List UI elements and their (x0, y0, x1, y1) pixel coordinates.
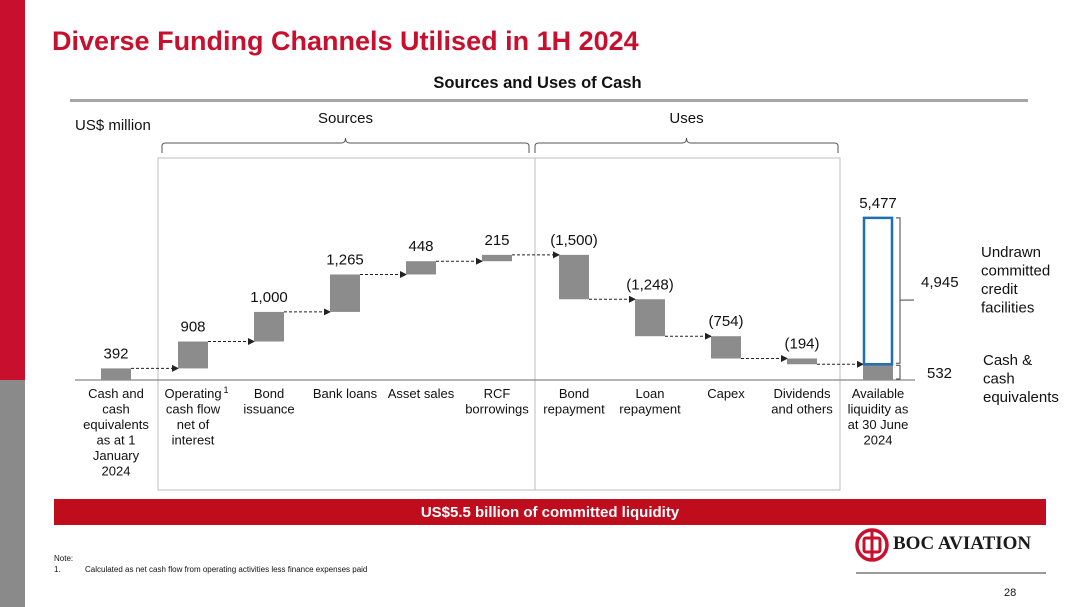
bar-2 (254, 311, 284, 342)
bar-4 (406, 261, 436, 275)
note-text: Calculated as net cash flow from operati… (85, 565, 368, 574)
bar-7 (635, 299, 665, 337)
category-label-final: Available liquidity as at 30 June 2024 (848, 386, 909, 448)
bar-value-label-6: (1,500) (550, 232, 598, 249)
chart-title-rule (70, 99, 1028, 102)
bar-5 (482, 254, 512, 262)
page-title: Diverse Funding Channels Utilised in 1H … (52, 26, 639, 56)
bar-value-label-5: 215 (484, 232, 509, 249)
uses-panel (534, 157, 841, 491)
left-accent-bar-red (0, 0, 25, 380)
undrawn-segment-label: Undrawn committed credit facilities (981, 244, 1050, 317)
cash-segment-label: Cash & cash equivalents (983, 352, 1059, 406)
bar-1 (178, 341, 208, 369)
liquidity-banner: US$5.5 billion of committed liquidity (54, 499, 1046, 525)
bar-8 (711, 336, 741, 359)
category-label-6: Bond repayment (543, 386, 605, 417)
bar-value-label-2: 1,000 (250, 289, 288, 306)
unit-label: US$ million (75, 117, 151, 134)
category-label-2: Bond issuance (243, 386, 294, 417)
final-bar-undrawn-segment (862, 216, 894, 366)
sources-brace (161, 137, 530, 153)
uses-brace (534, 137, 839, 153)
category-label-3: Bank loans (313, 386, 378, 401)
category-label-5: RCF borrowings (465, 386, 529, 417)
sources-group-label: Sources (318, 110, 373, 127)
category-label-4: Asset sales (388, 386, 455, 401)
category-label-0: Cash and cash equivalents as at 1 January 202… (83, 386, 149, 479)
bar-0 (101, 368, 131, 380)
bar-6 (559, 254, 589, 300)
note-number: 1. (54, 565, 61, 574)
bar-value-label-0: 392 (103, 345, 128, 362)
boc-logo-icon (855, 528, 889, 562)
undrawn-bracket (896, 217, 901, 364)
bar-value-label-1: 908 (180, 319, 205, 336)
sources-panel (157, 157, 536, 491)
left-accent-bar-grey (0, 380, 25, 607)
undrawn-value-label: 4,945 (921, 274, 959, 291)
bar-value-label-9: (194) (784, 336, 819, 353)
bar-value-label-4: 448 (408, 238, 433, 255)
final-bar-cash-segment (863, 364, 893, 380)
page-number: 28 (1004, 587, 1017, 599)
note-heading: Note: (54, 554, 74, 563)
category-label-8: Capex (707, 386, 745, 401)
logo-wordmark: BOC AVIATION (893, 533, 1032, 554)
category-label-1: Operating cash flow net of interest (164, 386, 221, 448)
uses-group-label: Uses (669, 110, 703, 127)
logo-rule (856, 572, 1046, 574)
bar-9 (787, 358, 817, 365)
footnote-marker: 1 (223, 385, 228, 395)
bar-value-label-8: (754) (708, 313, 743, 330)
category-label-9: Dividends and others (771, 386, 833, 417)
chart-title: Sources and Uses of Cash (433, 74, 642, 92)
cash-value-label: 532 (927, 365, 952, 382)
bar-3 (330, 274, 360, 312)
waterfall-chart: Sources Uses 392 Cash and cash equivalents as … (75, 110, 1059, 491)
cash-bracket (896, 364, 901, 380)
final-total-label: 5,477 (859, 195, 897, 212)
bar-value-label-3: 1,265 (326, 251, 364, 268)
bar-value-label-7: (1,248) (626, 276, 674, 293)
category-label-7: Loan repayment (619, 386, 681, 417)
